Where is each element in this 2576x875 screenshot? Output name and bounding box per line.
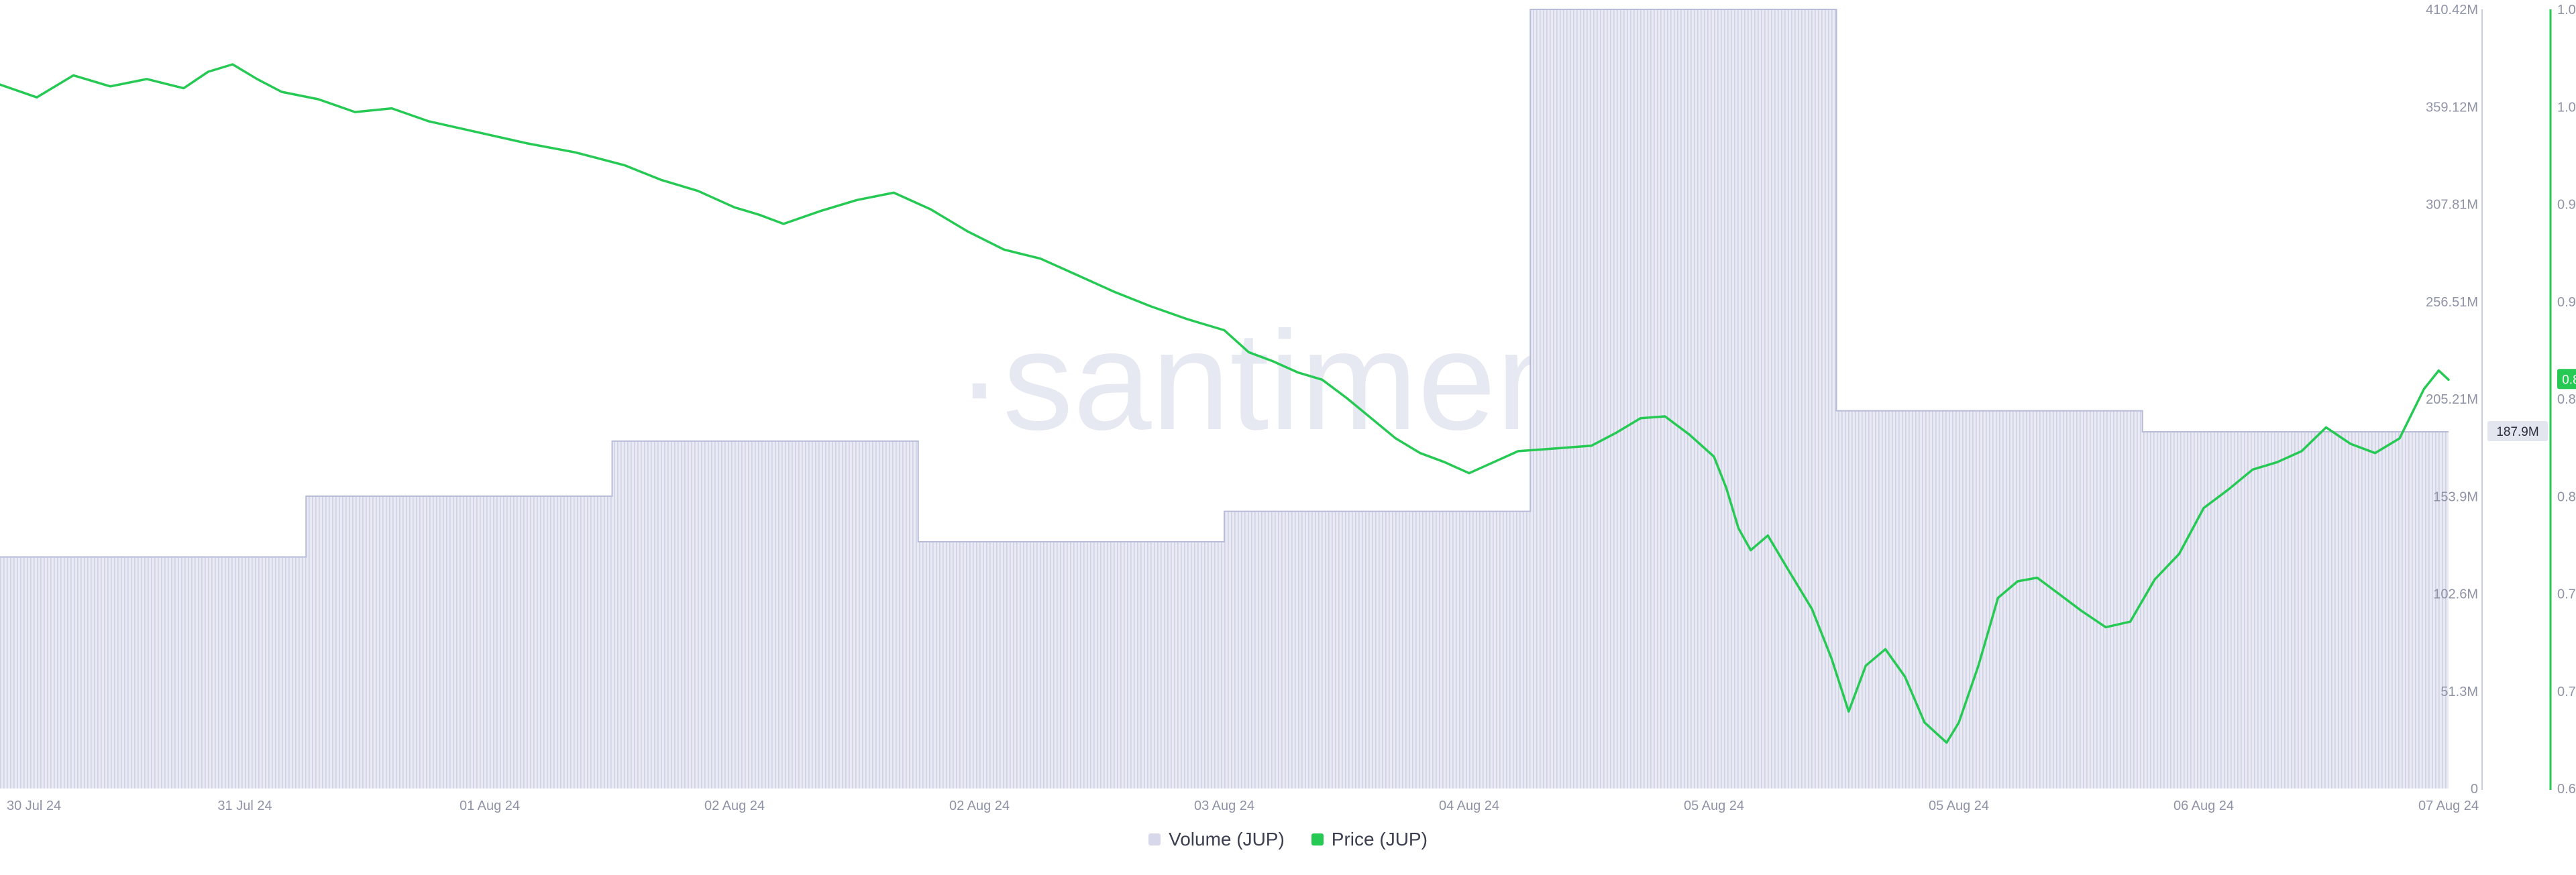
volume-last-badge bbox=[2487, 421, 2548, 442]
volume-bar bbox=[306, 495, 612, 789]
legend: Volume (JUP) Price (JUP) bbox=[0, 829, 2576, 850]
x-tick-label: 01 Aug 24 bbox=[460, 799, 520, 813]
x-tick-label: 04 Aug 24 bbox=[1439, 799, 1499, 813]
price-series bbox=[0, 63, 2450, 744]
volume-tick-label: 153.9M bbox=[2433, 489, 2478, 504]
price-tick-label: 0.93 bbox=[2557, 295, 2576, 310]
legend-label-volume: Volume (JUP) bbox=[1169, 829, 1285, 850]
price-tick-label: 0.77 bbox=[2557, 587, 2576, 602]
volume-outline bbox=[0, 9, 2449, 558]
price-tick-label: 0.823 bbox=[2557, 489, 2576, 504]
volume-axis: 410.42M 359.12M 307.81M 256.51M 205.21M 153.9… bbox=[2426, 3, 2483, 797]
volume-tick-label: 0 bbox=[2471, 782, 2478, 797]
volume-bar bbox=[612, 441, 918, 789]
volume-tick-label: 102.6M bbox=[2433, 587, 2478, 602]
x-tick-label: 05 Aug 24 bbox=[1684, 799, 1744, 813]
volume-tick-label: 359.12M bbox=[2426, 100, 2478, 115]
x-tick-label: 30 Jul 24 bbox=[7, 799, 61, 813]
legend-label-price: Price (JUP) bbox=[1331, 829, 1428, 850]
x-tick-label: 05 Aug 24 bbox=[1929, 799, 1989, 813]
volume-swatch-icon bbox=[1148, 833, 1161, 845]
x-tick-label: 06 Aug 24 bbox=[2174, 799, 2234, 813]
price-swatch-icon bbox=[1311, 833, 1324, 845]
volume-tick-label: 307.81M bbox=[2426, 198, 2478, 213]
price-last-badge bbox=[2557, 369, 2576, 390]
volume-tick-label: 410.42M bbox=[2426, 3, 2478, 17]
price-tick-label: 0.717 bbox=[2557, 685, 2576, 699]
volume-series bbox=[0, 9, 2449, 789]
price-line bbox=[0, 63, 2450, 744]
legend-item-volume[interactable]: Volume (JUP) bbox=[1148, 829, 1285, 850]
price-tick-label: 0.876 bbox=[2557, 392, 2576, 407]
price-tick-label: 1.036 bbox=[2557, 100, 2576, 115]
volume-last-badge-text: 187.9M bbox=[2496, 425, 2538, 439]
price-tick-label: 0.664 bbox=[2557, 782, 2576, 797]
price-axis: 1.089 1.036 0.983 0.93 0.876 0.823 0.77 0.717 0.… bbox=[2549, 3, 2576, 797]
x-tick-label: 02 Aug 24 bbox=[704, 799, 765, 813]
volume-tick-label: 205.21M bbox=[2426, 392, 2478, 407]
x-tick-label: 03 Aug 24 bbox=[1194, 799, 1254, 813]
legend-item-price[interactable]: Price (JUP) bbox=[1311, 829, 1428, 850]
x-tick-label: 07 Aug 24 bbox=[2418, 799, 2479, 813]
price-tick-label: 1.089 bbox=[2557, 3, 2576, 17]
volume-tick-label: 51.3M bbox=[2440, 685, 2478, 699]
volume-bar bbox=[1836, 410, 2143, 789]
price-last-badge-text: 0.887 bbox=[2562, 373, 2576, 387]
volume-bar bbox=[0, 557, 307, 789]
volume-bar bbox=[2142, 432, 2449, 789]
volume-bar bbox=[1224, 511, 1531, 789]
volume-tick-label: 256.51M bbox=[2426, 295, 2478, 310]
x-tick-label: 02 Aug 24 bbox=[949, 799, 1010, 813]
price-tick-label: 0.983 bbox=[2557, 198, 2576, 213]
volume-bar bbox=[918, 541, 1224, 789]
last-value-badges: 187.9M 0.887 bbox=[2487, 369, 2576, 442]
volume-bar bbox=[1530, 9, 1837, 789]
x-axis: 30 Jul 24 31 Jul 24 01 Aug 24 02 Aug 24 02 A… bbox=[7, 799, 2479, 813]
x-tick-label: 31 Jul 24 bbox=[217, 799, 272, 813]
